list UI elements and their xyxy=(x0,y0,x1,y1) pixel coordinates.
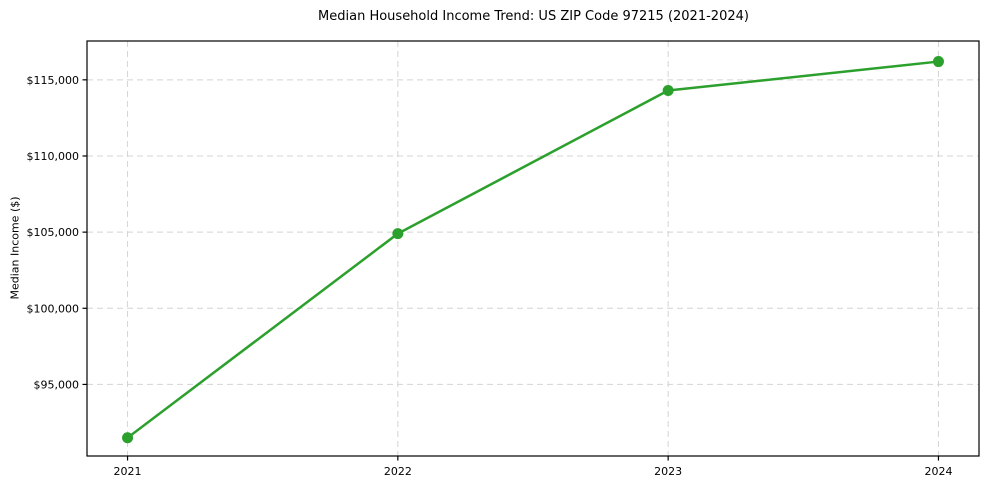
x-tick-label: 2022 xyxy=(384,465,412,478)
plot-border xyxy=(86,40,980,457)
data-point-2021 xyxy=(122,432,134,444)
x-tick-label: 2021 xyxy=(114,465,142,478)
y-tick-label: $105,000 xyxy=(27,226,80,239)
y-tick-label: $100,000 xyxy=(27,302,80,315)
y-tick-label: $95,000 xyxy=(34,378,80,391)
x-tick-label: 2023 xyxy=(654,465,682,478)
y-tick-label: $110,000 xyxy=(27,150,80,163)
data-point-2022 xyxy=(392,228,404,240)
trend-line xyxy=(126,60,940,439)
y-tick-label: $115,000 xyxy=(27,74,80,87)
data-point-2024 xyxy=(932,56,944,68)
chart-title: Median Household Income Trend: US ZIP Co… xyxy=(318,9,749,24)
data-point-2023 xyxy=(662,84,674,96)
x-tick-label: 2024 xyxy=(924,465,952,478)
